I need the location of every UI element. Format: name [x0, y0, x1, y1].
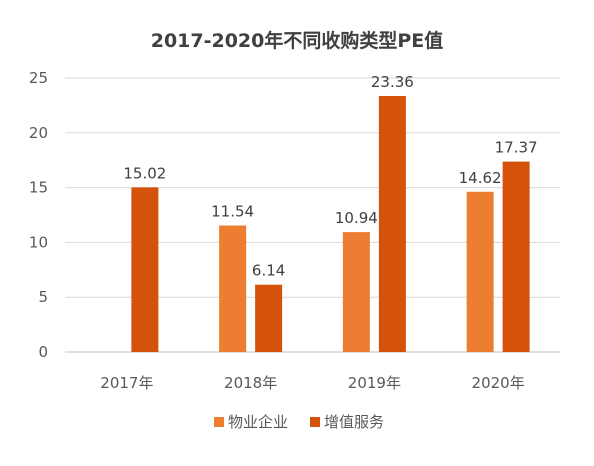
data-label: 6.14: [252, 262, 285, 280]
bar-value-added-1: [255, 284, 283, 352]
bar-value-added-3: [502, 161, 530, 352]
legend-swatch: [214, 417, 224, 427]
bar-property-3: [466, 191, 494, 352]
data-label: 11.54: [211, 203, 254, 221]
x-tick-label: 2018年: [224, 374, 277, 392]
legend: 物业企业 增值服务: [214, 413, 384, 431]
x-tick-label: 2020年: [472, 374, 525, 392]
data-label: 14.62: [459, 169, 502, 187]
y-tick-label: 15: [29, 179, 48, 197]
legend-swatch: [310, 417, 320, 427]
bars: [131, 95, 530, 353]
bar-value-added-2: [378, 95, 406, 353]
y-tick-label: 20: [29, 124, 48, 142]
chart-title: 2017-2020年不同收购类型PE值: [151, 29, 444, 52]
data-label: 23.36: [371, 73, 414, 91]
data-label: 10.94: [335, 209, 378, 227]
x-tick-label: 2017年: [100, 374, 153, 392]
bar-property-2: [342, 232, 370, 352]
bar-property-1: [219, 225, 247, 352]
y-tick-label: 25: [29, 69, 48, 87]
x-axis: 2017年 2018年 2019年 2020年: [100, 374, 524, 392]
y-tick-label: 0: [38, 343, 48, 361]
data-labels: 15.02 11.54 6.14 10.94 23.36 14.62 17.37: [123, 73, 537, 280]
y-tick-label: 5: [38, 288, 48, 306]
legend-label: 物业企业: [228, 413, 288, 431]
data-label: 15.02: [123, 164, 166, 182]
x-tick-label: 2019年: [348, 374, 401, 392]
legend-label: 增值服务: [324, 413, 384, 431]
data-label: 17.37: [495, 139, 538, 157]
y-axis: 0 5 10 15 20 25: [29, 69, 48, 361]
bar-value-added-0: [131, 187, 159, 352]
y-tick-label: 10: [29, 233, 48, 251]
